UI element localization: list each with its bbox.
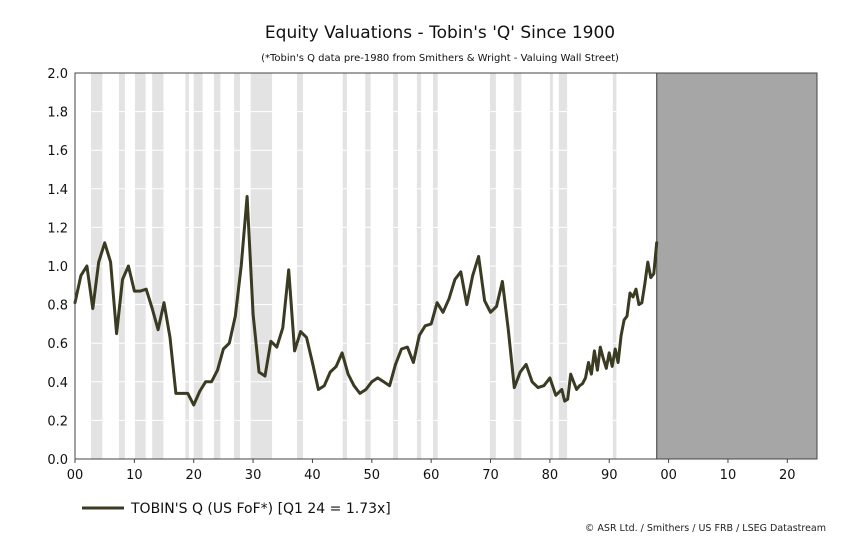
y-axis: 0.0 0.2 0.4 0.6 0.8 1.0 1.2 1.4 1.6 1.8 2.0 — [47, 67, 68, 468]
x-tick-label: 70 — [482, 468, 499, 483]
source-credit: © ASR Ltd. / Smithers / US FRB / LSEG Da… — [585, 523, 826, 534]
y-tick-label: 1.8 — [47, 106, 68, 121]
x-tick-label: 10 — [126, 468, 143, 483]
x-tick-label: 00 — [660, 468, 677, 483]
x-tick-label: 30 — [245, 468, 262, 483]
x-tick-label: 40 — [304, 468, 321, 483]
x-axis: 00 10 20 30 40 50 60 70 80 90 00 10 20 — [67, 459, 796, 483]
plot-area — [73, 72, 818, 460]
y-tick-label: 1.0 — [47, 260, 68, 275]
plot-border — [74, 72, 818, 460]
chart-title: Equity Valuations - Tobin's 'Q' Since 19… — [265, 23, 615, 43]
x-tick-label: 50 — [364, 468, 381, 483]
shaded-forecast-region — [656, 72, 818, 460]
y-tick-label: 0.0 — [47, 453, 68, 468]
y-tick-label: 0.6 — [47, 337, 68, 352]
y-tick-label: 0.2 — [47, 414, 68, 429]
y-tick-label: 1.6 — [47, 144, 68, 159]
x-tick-label: 20 — [185, 468, 202, 483]
x-tick-label: 90 — [601, 468, 618, 483]
y-tick-label: 2.0 — [47, 67, 68, 82]
legend: TOBIN'S Q (US FoF*) [Q1 24 = 1.73x] — [82, 501, 391, 517]
chart-subtitle: (*Tobin's Q data pre-1980 from Smithers … — [261, 53, 619, 64]
x-tick-label: 80 — [542, 468, 559, 483]
y-tick-label: 1.2 — [47, 221, 68, 236]
series-line-tobins-q — [73, 195, 659, 407]
x-tick-label: 00 — [67, 468, 84, 483]
y-tick-label: 0.4 — [47, 376, 68, 391]
x-tick-label: 60 — [423, 468, 440, 483]
legend-label: TOBIN'S Q (US FoF*) [Q1 24 = 1.73x] — [130, 501, 391, 517]
x-tick-label: 20 — [779, 468, 796, 483]
y-tick-label: 1.4 — [47, 183, 68, 198]
x-tick-label: 10 — [720, 468, 737, 483]
y-tick-label: 0.8 — [47, 299, 68, 314]
